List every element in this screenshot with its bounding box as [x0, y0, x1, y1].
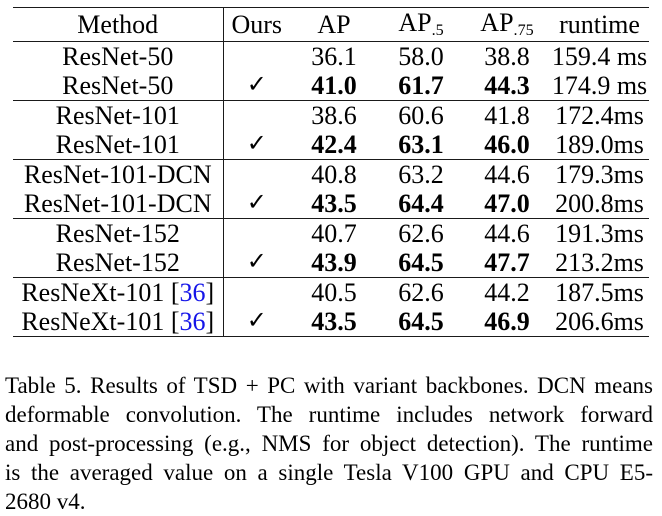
- method-cell: ResNet-50: [13, 41, 224, 71]
- ap75-cell: 47.7: [484, 248, 530, 277]
- ap-cell: 36.1: [311, 42, 357, 71]
- ours-check-cell: [223, 101, 290, 131]
- method-cell: ResNeXt-101 [36]: [13, 307, 224, 337]
- ap50-cell: 64.5: [398, 307, 444, 336]
- header-row: Method Ours AP AP.5 AP.75 runtime: [13, 7, 649, 42]
- method-cell: ResNet-101: [13, 100, 224, 130]
- ours-check-cell: ✓: [246, 249, 267, 275]
- ap75-cell: 46.9: [484, 307, 530, 336]
- ours-check-cell: [223, 219, 290, 249]
- ours-check-cell: ✓: [246, 190, 267, 216]
- ap-cell: 40.7: [311, 219, 357, 248]
- ap50-cell: 60.6: [398, 101, 444, 130]
- table-row: ResNet-152 ✓ 43.9 64.5 47.7 213.2ms: [13, 248, 649, 278]
- header-ap75: AP.75: [480, 8, 534, 39]
- method-cell: ResNet-101-DCN: [13, 189, 224, 219]
- ap50-cell: 61.7: [398, 71, 444, 100]
- ap50-cell: 62.6: [398, 219, 444, 248]
- ap50-cell: 63.2: [398, 160, 444, 189]
- runtime-cell: 179.3ms: [555, 160, 644, 189]
- ours-check-cell: [223, 160, 290, 190]
- header-method: Method: [13, 7, 224, 42]
- method-cell: ResNeXt-101 [36]: [13, 277, 224, 307]
- paper-page: Method Ours AP AP.5 AP.75 runtime ResNet…: [0, 7, 662, 516]
- method-cell: ResNet-152: [13, 248, 224, 278]
- ap-cell: 43.9: [311, 248, 357, 277]
- ap50-cell: 63.1: [398, 130, 444, 159]
- table-row: ResNet-101 ✓ 42.4 63.1 46.0 189.0ms: [13, 130, 649, 160]
- ap75-cell: 44.6: [484, 219, 530, 248]
- ours-check-cell: ✓: [246, 72, 267, 98]
- ap50-cell: 58.0: [398, 42, 444, 71]
- runtime-cell: 206.6ms: [555, 307, 644, 336]
- ap-cell: 38.6: [311, 101, 357, 130]
- ours-check-cell: ✓: [246, 131, 267, 157]
- runtime-cell: 159.4 ms: [551, 42, 648, 71]
- method-cell: ResNet-101-DCN: [13, 159, 224, 189]
- results-table: Method Ours AP AP.5 AP.75 runtime ResNet…: [13, 7, 649, 337]
- runtime-cell: 187.5ms: [555, 278, 644, 307]
- ours-check-cell: [223, 42, 290, 72]
- ap75-cell: 44.3: [484, 71, 530, 100]
- table-row: ResNeXt-101 [36] ✓ 43.5 64.5 46.9 206.6m…: [13, 307, 649, 337]
- runtime-cell: 172.4ms: [555, 101, 644, 130]
- citation-link[interactable]: 36: [179, 307, 206, 336]
- table-row: ResNet-50 ✓ 41.0 61.7 44.3 174.9 ms: [13, 71, 649, 101]
- runtime-cell: 191.3ms: [555, 219, 644, 248]
- ap-cell: 43.5: [311, 189, 357, 218]
- caption-line: is the averaged value on a single Tesla …: [5, 460, 653, 485]
- header-ap50: AP.5: [398, 8, 444, 39]
- ap50-cell: 64.5: [398, 248, 444, 277]
- method-cell: ResNet-101: [13, 130, 224, 160]
- ap-cell: 42.4: [311, 130, 357, 159]
- runtime-cell: 174.9 ms: [551, 71, 648, 100]
- runtime-cell: 200.8ms: [555, 189, 644, 218]
- table-row: ResNet-101-DCN 40.8 63.2 44.6 179.3ms: [13, 159, 649, 190]
- method-cell: ResNet-152: [13, 218, 224, 248]
- table-row: ResNet-50 36.1 58.0 38.8 159.4 ms: [13, 41, 649, 72]
- ap-cell: 41.0: [311, 71, 357, 100]
- ap75-cell: 44.6: [484, 160, 530, 189]
- ap-cell: 40.8: [311, 160, 357, 189]
- ap75-cell: 41.8: [484, 101, 530, 130]
- ap75-subscript: .75: [513, 21, 534, 39]
- header-ap: AP: [317, 10, 351, 39]
- header-ours: Ours: [231, 10, 283, 39]
- ours-check-cell: ✓: [246, 308, 267, 334]
- ap50-cell: 62.6: [398, 278, 444, 307]
- ap50-cell: 64.4: [398, 189, 444, 218]
- method-cell: ResNet-50: [13, 71, 224, 101]
- ap75-cell: 46.0: [484, 130, 530, 159]
- caption-line: Table 5. Results of TSD + PC with varian…: [5, 373, 653, 398]
- ap-cell: 40.5: [311, 278, 357, 307]
- runtime-cell: 189.0ms: [555, 130, 644, 159]
- ap75-cell: 38.8: [484, 42, 530, 71]
- table-caption: Table 5. Results of TSD + PC with varian…: [5, 371, 653, 516]
- table-row: ResNet-101 38.6 60.6 41.8 172.4ms: [13, 100, 649, 131]
- caption-line: 2680 v4.: [5, 489, 86, 514]
- table-row: ResNet-152 40.7 62.6 44.6 191.3ms: [13, 218, 649, 249]
- runtime-cell: 213.2ms: [555, 248, 644, 277]
- ap50-subscript: .5: [431, 21, 444, 39]
- table-row: ResNeXt-101 [36] 40.5 62.6 44.2 187.5ms: [13, 277, 649, 308]
- ours-check-cell: [223, 278, 290, 308]
- ap75-cell: 44.2: [484, 278, 530, 307]
- header-runtime: runtime: [559, 10, 640, 39]
- ap75-cell: 47.0: [484, 189, 530, 218]
- table-row: ResNet-101-DCN ✓ 43.5 64.4 47.0 200.8ms: [13, 189, 649, 219]
- ap-cell: 43.5: [311, 307, 357, 336]
- citation-link[interactable]: 36: [179, 278, 206, 307]
- caption-line: deformable convolution. The runtime incl…: [5, 402, 653, 427]
- caption-line: and post-processing (e.g., NMS for objec…: [5, 431, 653, 456]
